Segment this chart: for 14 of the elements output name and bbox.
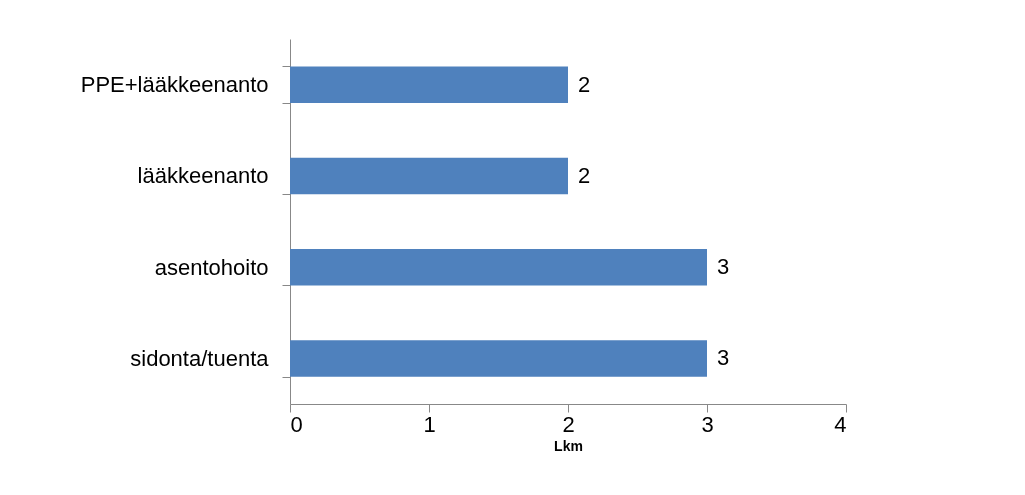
data-label: 2: [578, 162, 591, 188]
data-label: 2: [578, 71, 591, 97]
x-tick-label: 2: [562, 411, 575, 437]
y-tick-label: asentohoito: [154, 254, 269, 280]
x-tick-label: 4: [834, 411, 847, 437]
data-label: 3: [717, 254, 730, 280]
x-tick-label: 1: [423, 411, 436, 437]
y-tick-label: sidonta/tuenta: [130, 345, 270, 371]
x-axis-title: Lkm: [554, 437, 583, 454]
x-tick-label: 3: [701, 411, 714, 437]
y-tick-label: PPE+lääkkeenanto: [80, 72, 269, 98]
x-tick-label: 0: [290, 411, 303, 437]
y-tick-label: lääkkeenanto: [137, 163, 269, 189]
data-label: 3: [717, 345, 730, 371]
